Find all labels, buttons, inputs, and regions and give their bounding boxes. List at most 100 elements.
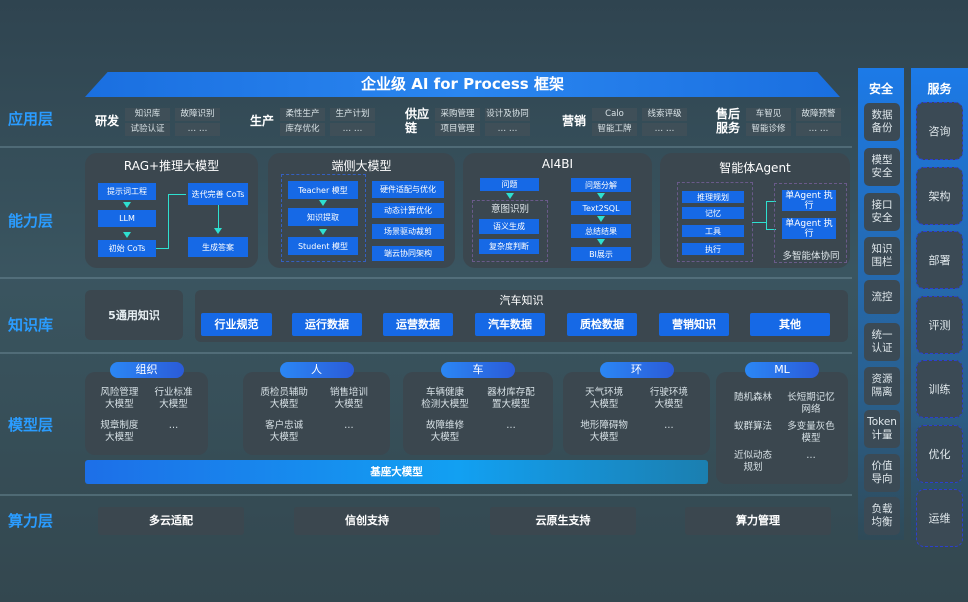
knowledge-item[interactable]: 行业规范	[201, 313, 272, 336]
model-item: 近似动态 规划	[733, 450, 772, 473]
security-item[interactable]: 流控	[864, 280, 900, 314]
rag-step: LLM	[98, 210, 156, 227]
edge-step: 知识提取	[288, 208, 358, 226]
security-item[interactable]: 接口 安全	[864, 193, 900, 231]
knowledge-item[interactable]: 运营数据	[383, 313, 453, 336]
app-item: 试验认证	[125, 123, 170, 136]
connector	[218, 205, 219, 230]
edge-step: Student 模型	[288, 237, 358, 255]
app-item: 生产计划	[330, 108, 375, 121]
service-item[interactable]: 训练	[916, 360, 963, 418]
compute-item[interactable]: 算力管理	[685, 507, 831, 535]
arrow-down-icon	[319, 200, 327, 206]
edge-feature: 端云协同架构	[372, 246, 444, 261]
security-item[interactable]: 资源 隔离	[864, 367, 900, 405]
knowledge-item[interactable]: 其他	[750, 313, 830, 336]
agent-exec: 单Agent 执行	[782, 218, 836, 239]
connector	[766, 201, 776, 202]
compute-item[interactable]: 云原生支持	[490, 507, 636, 535]
intent-label: 意图识别	[490, 204, 529, 215]
security-item[interactable]: 价值 导向	[864, 454, 900, 492]
knowledge-item[interactable]: 营销知识	[659, 313, 729, 336]
security-title: 安全	[868, 82, 893, 96]
service-item[interactable]: 评测	[916, 295, 963, 354]
layer-label-app: 应用层	[8, 110, 54, 128]
arrow-down-icon	[214, 228, 222, 234]
model-item: 随机森林	[733, 392, 772, 403]
security-item[interactable]: 负载 均衡	[864, 497, 900, 535]
service-item[interactable]: 咨询	[916, 102, 963, 160]
app-item: 故障识别	[175, 108, 220, 121]
divider	[0, 352, 852, 354]
edge-feature: 场景驱动裁剪	[372, 224, 444, 239]
auto-knowledge-title: 汽车知识	[499, 294, 544, 307]
knowledge-item[interactable]: 汽车数据	[475, 313, 545, 336]
knowledge-item[interactable]: 质检数据	[567, 313, 637, 336]
arrow-down-icon	[597, 239, 605, 245]
model-group-card	[563, 372, 710, 455]
app-item: 库存优化	[280, 123, 325, 136]
rag-step: 提示词工程	[98, 183, 156, 200]
connector	[168, 194, 169, 249]
security-item[interactable]: 统一 认证	[864, 323, 900, 361]
model-item: …	[168, 420, 179, 431]
edge-step: Teacher 模型	[288, 181, 358, 199]
model-item: 天气环境 大模型	[585, 387, 624, 410]
bi-step: Text2SQL	[571, 201, 631, 215]
service-item[interactable]: 架构	[916, 166, 963, 225]
connector	[752, 222, 766, 223]
model-group-pill: 车	[441, 362, 515, 378]
service-item[interactable]: 部署	[916, 231, 963, 289]
rag-step: 迭代完善 CoTs	[188, 183, 248, 205]
ai4bi-question: 问题	[480, 178, 539, 191]
service-item[interactable]: 运维	[916, 489, 963, 547]
model-item: …	[506, 420, 516, 431]
service-item[interactable]: 优化	[916, 424, 963, 483]
bi-step: 总结结果	[571, 224, 631, 238]
intent-group	[472, 200, 548, 262]
model-group-pill: 组织	[109, 362, 184, 378]
security-item[interactable]: 知识 围栏	[864, 237, 900, 275]
security-item[interactable]: 数据 备份	[864, 103, 900, 141]
app-item: 知识库	[125, 108, 170, 121]
knowledge-item[interactable]: 运行数据	[292, 313, 362, 336]
layer-label-knowledge: 知识库	[8, 316, 54, 334]
connector	[168, 194, 186, 195]
model-item: 蚁群算法	[733, 421, 772, 432]
model-group-card	[716, 372, 848, 484]
model-item: 销售培训 大模型	[329, 387, 368, 410]
model-group-pill: 人	[279, 362, 354, 378]
divider	[0, 146, 852, 148]
arrow-down-icon	[123, 202, 131, 208]
edge-title: 端侧大模型	[331, 159, 392, 173]
arrow-down-icon	[123, 232, 131, 238]
model-item: …	[344, 420, 354, 431]
agent-module: 工具	[682, 225, 744, 237]
app-item: 线索评级	[642, 108, 687, 121]
edge-feature: 动态计算优化	[372, 203, 444, 218]
app-item: 智能诊修	[746, 123, 791, 136]
app-item: 故障预警	[796, 108, 841, 121]
framework-title-banner: 企业级 AI for Process 框架	[85, 72, 840, 97]
model-item: 多变量灰色 模型	[787, 421, 835, 444]
agent-module: 执行	[682, 243, 744, 255]
base-model-bar: 基座大模型	[85, 460, 708, 484]
model-item: …	[664, 420, 674, 431]
general-knowledge: 5通用知识	[85, 290, 183, 340]
compute-item[interactable]: 多云适配	[98, 507, 244, 535]
app-item: 设计及协同	[485, 108, 530, 121]
compute-item[interactable]: 信创支持	[294, 507, 440, 535]
model-item: 行驶环境 大模型	[649, 387, 688, 410]
app-item: … …	[175, 123, 220, 136]
service-title: 服务	[927, 82, 952, 96]
app-group-label: 营销	[562, 114, 587, 128]
layer-label-ability: 能力层	[8, 212, 54, 230]
security-item[interactable]: 模型 安全	[864, 148, 900, 186]
arrow-down-icon	[597, 193, 605, 199]
model-item: 质检员辅助 大模型	[260, 387, 308, 410]
security-item[interactable]: Token 计量	[864, 410, 900, 448]
model-item: 故障维修 大模型	[425, 420, 464, 443]
model-item: 客户忠诚 大模型	[265, 420, 304, 443]
multi-agent-label: 多智能体协同	[782, 251, 840, 262]
model-item: 行业标准 大模型	[154, 387, 193, 410]
